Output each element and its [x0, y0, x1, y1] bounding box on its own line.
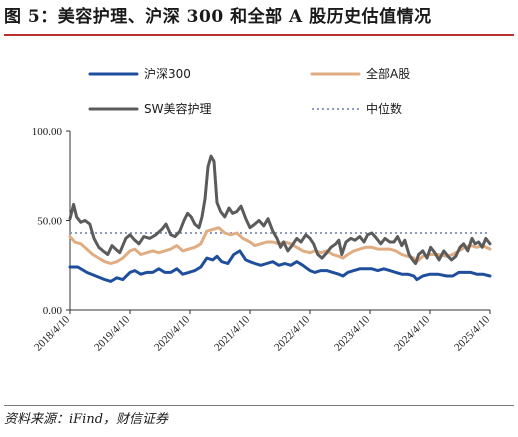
series-line-hs300 — [68, 249, 492, 283]
chart-series — [68, 154, 492, 283]
legend-label-sw-beauty-care: SW美容护理 — [144, 101, 211, 116]
x-tick-label: 2018/4/10 — [32, 313, 72, 353]
legend-item-hs300: 沪深300 — [88, 67, 191, 81]
y-tick-label: 100.00 — [32, 126, 63, 138]
x-tick-label: 2020/4/10 — [152, 313, 192, 353]
x-tick-label: 2021/4/10 — [212, 313, 252, 353]
source-note: 资料来源：iFind，财信证券 — [4, 412, 169, 427]
series-line-sw-beauty-care — [68, 154, 492, 265]
title-divider — [4, 34, 514, 36]
legend-label-hs300: 沪深300 — [144, 67, 191, 81]
x-tick-label: 2019/4/10 — [92, 313, 132, 353]
chart-axes: 0.00 50.00 100.00 2018/4/10 2019/4/10 2020/4/… — [32, 126, 493, 354]
figure-title: 图 5：美容护理、沪深 300 和全部 A 股历史估值情况 — [4, 7, 432, 27]
source-divider — [4, 405, 514, 406]
legend-label-median: 中位数 — [366, 101, 402, 116]
valuation-line-chart: 沪深300 全部A股 SW美容护理 中位数 0.00 50.00 100.00 201… — [32, 66, 493, 354]
x-tick-label: 2023/4/10 — [332, 313, 372, 353]
legend-label-all-a-shares: 全部A股 — [366, 66, 410, 81]
x-tick-label: 2022/4/10 — [272, 313, 312, 353]
x-tick-label: 2025/4/10 — [452, 313, 492, 353]
legend-item-sw-beauty-care: SW美容护理 — [88, 101, 211, 116]
chart-legend: 沪深300 全部A股 SW美容护理 中位数 — [88, 66, 410, 116]
x-tick-label: 2024/4/10 — [392, 313, 432, 353]
y-tick-label: 50.00 — [37, 216, 62, 228]
legend-item-all-a-shares: 全部A股 — [310, 66, 410, 81]
legend-item-median: 中位数 — [312, 101, 402, 116]
y-tick-label: 0.00 — [43, 305, 63, 317]
